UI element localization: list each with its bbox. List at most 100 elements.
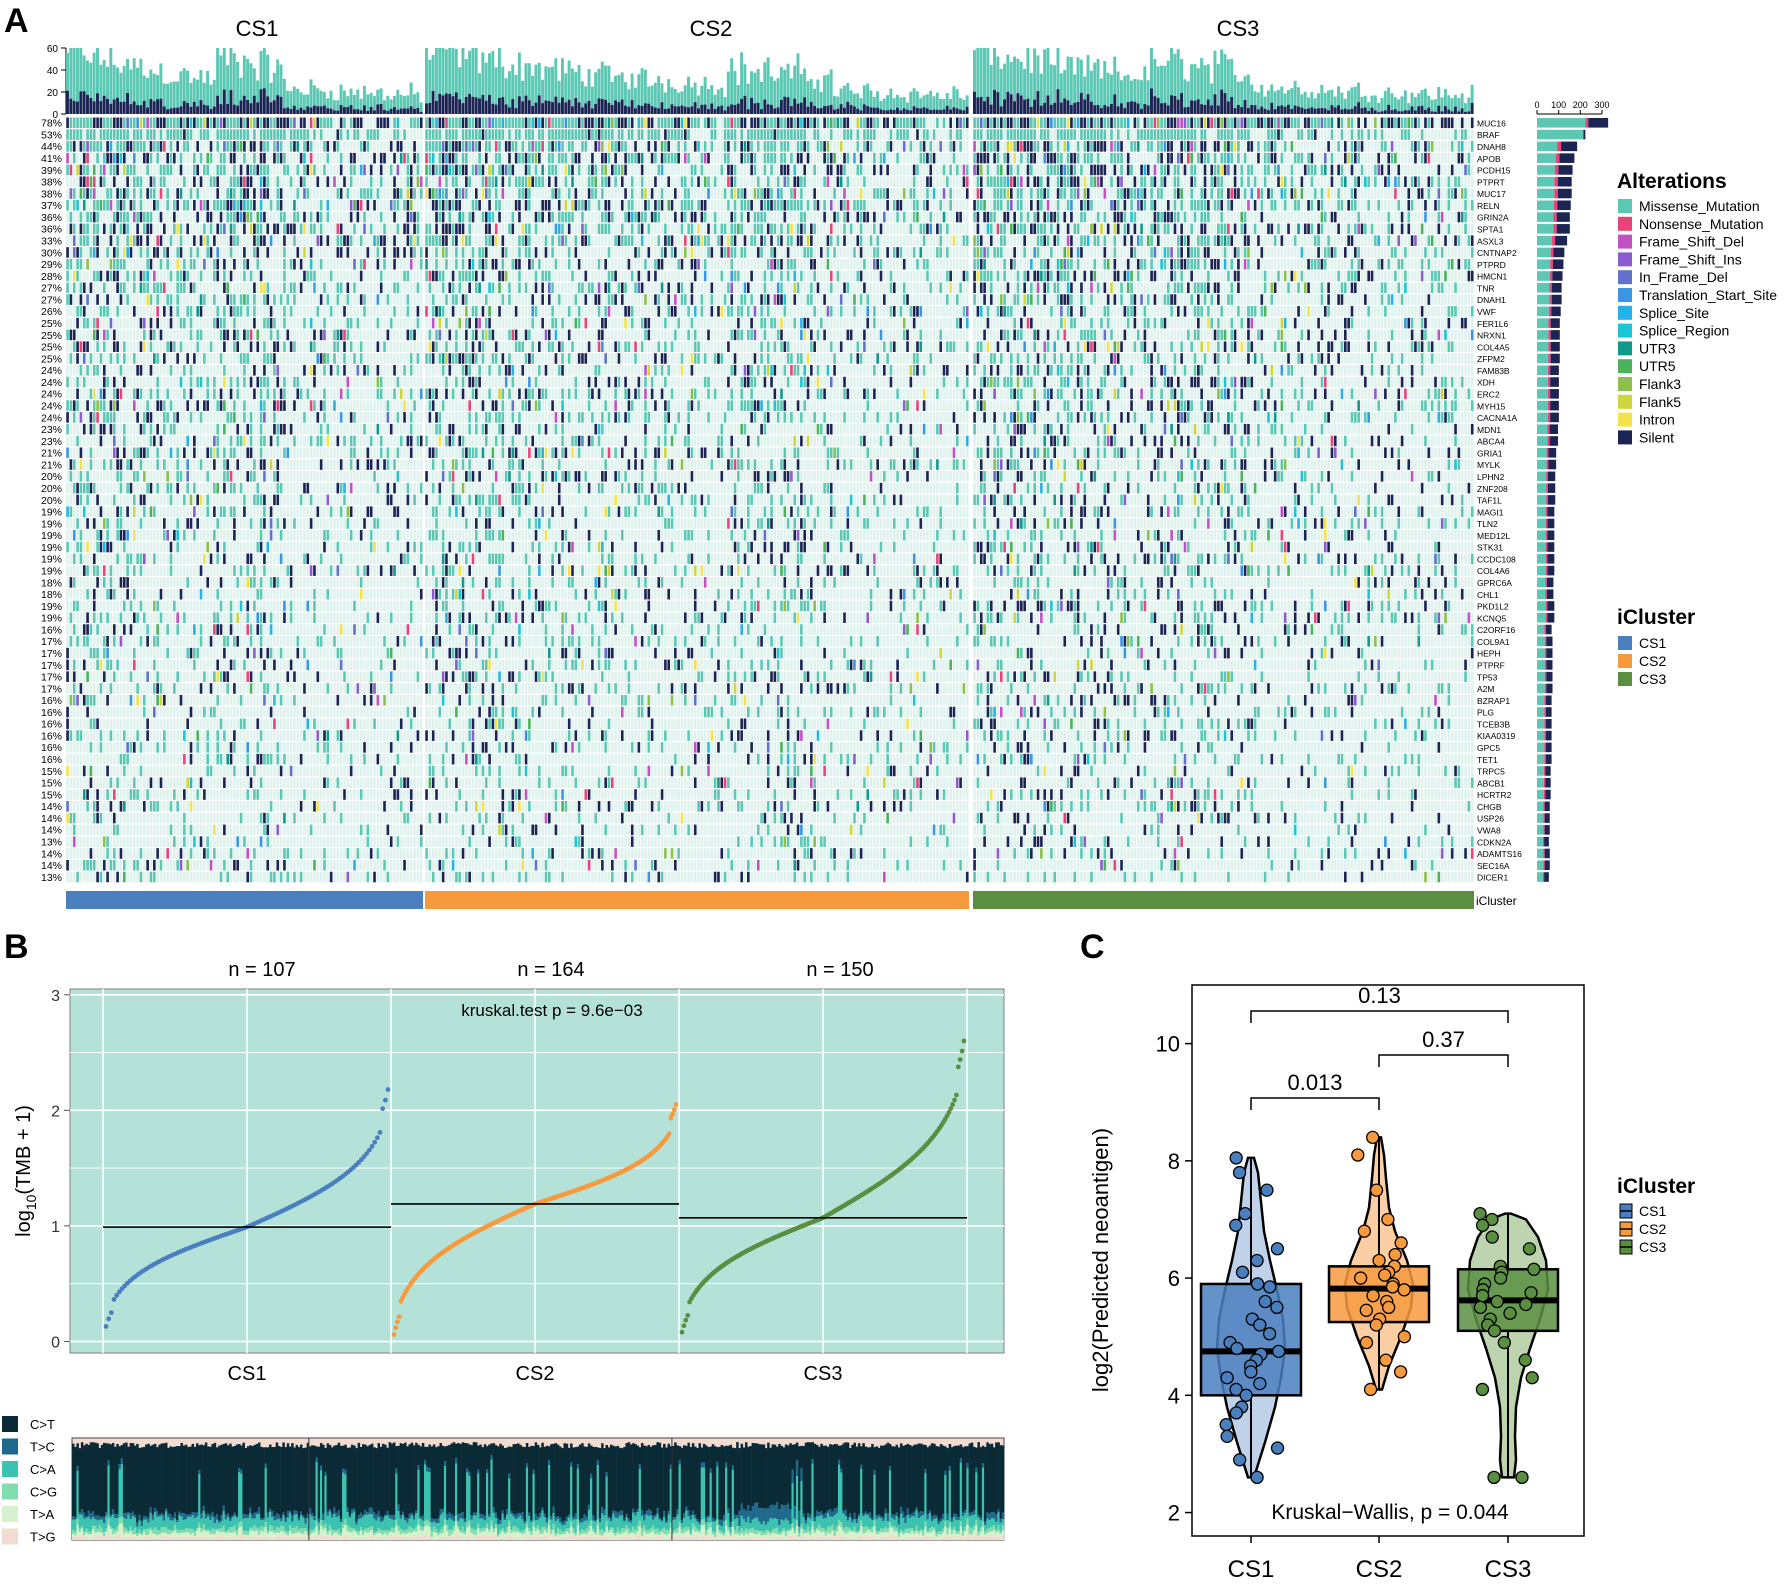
tmb-bar (1173, 54, 1176, 96)
onco-cell (166, 118, 169, 129)
tmb-tick-60: 60 (47, 44, 59, 55)
onco-cell (103, 118, 106, 129)
onco-cell (565, 118, 568, 129)
onco-cell (850, 118, 853, 129)
onco-cell (203, 118, 206, 129)
tmb-bar (380, 88, 383, 104)
tmb-bar (229, 48, 232, 90)
tmb-bar-silent (390, 109, 393, 114)
tmb-bar-silent (491, 104, 494, 114)
onco-cell (651, 129, 654, 140)
tmb-bar-silent (159, 99, 162, 114)
tmb-bar (674, 89, 677, 106)
tmb-bar (886, 95, 889, 110)
tmb-bar (253, 68, 256, 95)
tmb-bar-silent (400, 109, 403, 114)
onco-cell (548, 118, 551, 129)
onco-cell (387, 129, 390, 140)
onco-cell (1464, 118, 1467, 129)
tmb-bar (213, 80, 216, 107)
tmb-bar (1046, 48, 1049, 95)
tmb-bar (657, 76, 660, 108)
onco-cell (216, 118, 219, 129)
tmb-bar-silent (406, 108, 409, 114)
tmb-bar (173, 82, 176, 108)
tmb-bar-silent (753, 103, 756, 114)
tmb-bar (1140, 80, 1143, 109)
onco-cell (774, 129, 777, 140)
tmb-bar (531, 76, 534, 106)
tmb-bar (455, 49, 458, 93)
onco-cell (1327, 118, 1330, 129)
tmb-bar-silent (320, 106, 323, 114)
onco-cell (156, 118, 159, 129)
tmb-bar (737, 85, 740, 104)
onco-cell (300, 118, 303, 129)
tmb-bar (1050, 64, 1053, 104)
onco-cell (1230, 118, 1233, 129)
onco-cell (777, 118, 780, 129)
onco-cell (357, 118, 360, 129)
tmb-bar-silent (116, 98, 119, 114)
onco-cell (551, 129, 554, 140)
onco-cell (1204, 118, 1207, 129)
tmb-bar (1023, 69, 1026, 100)
onco-cell (1117, 118, 1120, 129)
tmb-bar (893, 98, 896, 110)
tmb-bar (923, 95, 926, 107)
tmb-bar-silent (1317, 108, 1320, 114)
tmb-bar-silent (1324, 108, 1327, 114)
onco-cell (1013, 118, 1016, 129)
onco-cell (1317, 118, 1320, 129)
onco-cell (548, 129, 551, 140)
onco-cell (793, 118, 796, 129)
onco-cell (618, 118, 621, 129)
tmb-bar-silent (1464, 112, 1467, 114)
onco-cell (929, 118, 932, 129)
tmb-bar-silent (816, 108, 819, 114)
onco-cell (631, 129, 634, 140)
onco-cell (866, 118, 869, 129)
tmb-bar (730, 58, 733, 104)
tmb-bar (458, 67, 461, 99)
tmb-bar (1464, 103, 1467, 112)
tmb-bar-silent (644, 103, 647, 114)
tmb-bar-silent (697, 108, 700, 114)
onco-cell (594, 118, 597, 129)
onco-cell (429, 129, 432, 140)
tmb-bar-silent (983, 101, 986, 114)
tmb-bar (949, 99, 952, 110)
onco-cell (711, 129, 714, 140)
tmb-bar-silent (1401, 111, 1404, 114)
onco-cell (1127, 118, 1130, 129)
tmb-bar (1093, 63, 1096, 106)
onco-cell (363, 129, 366, 140)
tmb-bar-silent (740, 99, 743, 114)
tmb-bar-silent (1247, 108, 1250, 114)
onco-cell (465, 129, 468, 140)
onco-cell (103, 129, 106, 140)
tmb-bar-silent (1187, 107, 1190, 114)
onco-cell (492, 118, 495, 129)
tmb-bar (203, 83, 206, 105)
onco-cell (654, 129, 657, 140)
tmb-bar (534, 65, 537, 103)
onco-cell (803, 118, 806, 129)
onco-cell (1471, 118, 1474, 129)
tmb-bar-silent (1100, 108, 1103, 114)
panel-a-label: A (4, 2, 29, 40)
onco-cell (1377, 118, 1380, 129)
tmb-bar-silent (1240, 107, 1243, 114)
tmb-bar (136, 68, 139, 105)
tmb-bar-silent (1023, 100, 1026, 114)
onco-cell (250, 118, 253, 129)
tmb-bar (1431, 100, 1434, 112)
tmb-bar (578, 65, 581, 102)
onco-cell (1227, 118, 1230, 129)
tmb-bar-silent (996, 92, 999, 114)
tmb-bar (919, 98, 922, 108)
tmb-bar (866, 84, 869, 106)
onco-cell (316, 129, 319, 140)
onco-cell (939, 118, 942, 129)
tmb-bar (442, 48, 445, 95)
